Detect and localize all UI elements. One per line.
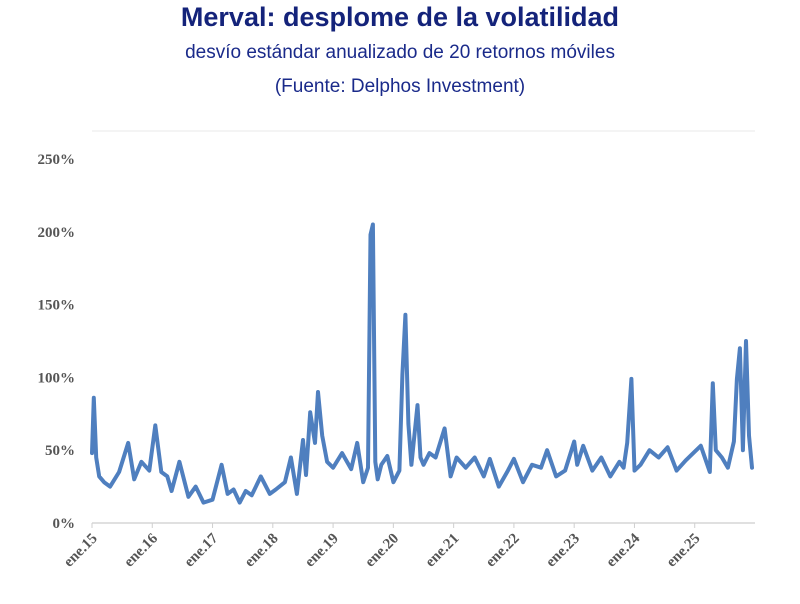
y-tick-label: 150%	[38, 298, 76, 314]
y-tick-label: 0%	[53, 516, 76, 532]
y-tick-label: 250%	[38, 152, 76, 168]
x-tick-label: ene.18	[242, 531, 282, 571]
x-tick-label: ene.23	[543, 531, 583, 571]
x-tick-label: ene.21	[423, 531, 463, 571]
y-tick-label: 50%	[45, 443, 75, 459]
x-tick-label: ene.15	[61, 531, 101, 571]
chart-subtitle: desvío estándar anualizado de 20 retorno…	[185, 42, 615, 63]
x-tick-label: ene.16	[121, 530, 161, 570]
x-tick-label: ene.17	[181, 530, 221, 570]
x-tick-label: ene.19	[302, 531, 342, 571]
series-group	[90, 222, 754, 505]
series-line	[90, 222, 754, 505]
x-tick-label: ene.22	[483, 531, 523, 571]
x-tick-labels: ene.15 ene.16 ene.17 ene.18 ene.19 ene.20 ene.…	[61, 523, 704, 570]
chart-title: Merval: desplome de la volatilidad	[180, 2, 620, 32]
y-tick-label: 100%	[38, 370, 76, 386]
chart-source: (Fuente: Delphos Investment)	[274, 76, 526, 97]
y-tick-labels: 0% 50% 100% 150% 200% 250%	[38, 152, 76, 532]
x-tick-label: ene.25	[664, 531, 704, 571]
x-tick-label: ene.24	[603, 530, 643, 570]
y-tick-label: 200%	[38, 225, 76, 241]
x-tick-label: ene.20	[362, 531, 402, 571]
